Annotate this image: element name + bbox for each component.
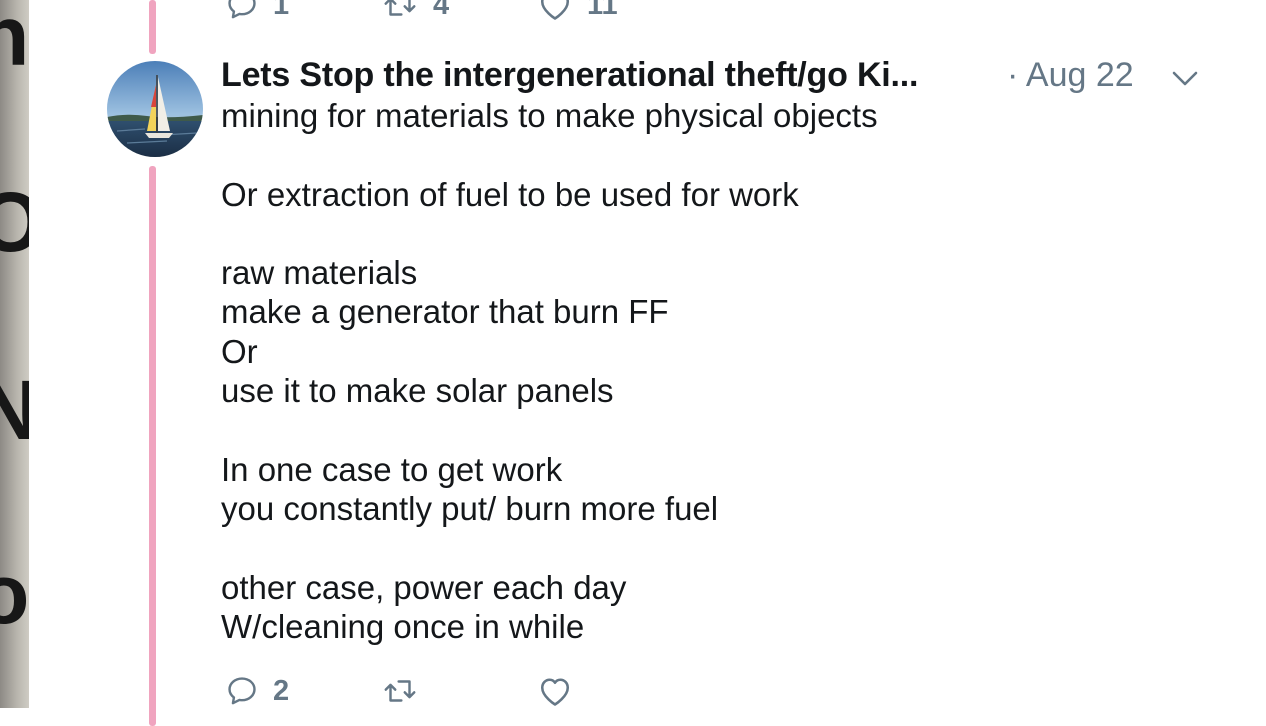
edge-glyph: N — [0, 368, 29, 452]
tweet-text-line: use it to make solar panels — [221, 372, 614, 410]
sailboat-photo-icon — [107, 61, 203, 157]
tweet-text: mining for materials to make physical ob… — [221, 96, 878, 646]
retweet-button[interactable] — [381, 674, 537, 708]
avatar[interactable] — [107, 61, 203, 157]
tweet-text-line: In one case to get work — [221, 450, 563, 488]
reply-icon — [225, 674, 259, 708]
retweet-icon — [381, 674, 419, 708]
like-button[interactable] — [537, 674, 693, 708]
tweet-text-line: raw materials — [221, 254, 418, 292]
tweet-text-line: you constantly put/ burn more fuel — [221, 489, 719, 527]
chevron-down-icon[interactable] — [1171, 70, 1199, 93]
edge-glyph: O — [0, 180, 29, 264]
heart-icon — [537, 674, 573, 708]
retweet-icon — [381, 0, 419, 22]
tweet-text-line — [221, 410, 878, 449]
tweet-text-line — [221, 135, 878, 174]
like-count: 11 — [587, 0, 618, 21]
reply-count: 1 — [273, 0, 290, 21]
reply-button[interactable]: 2 — [225, 674, 381, 708]
tweet-text-line: Or extraction of fuel to be used for wor… — [221, 175, 799, 213]
tweet-text-line: other case, power each day — [221, 568, 627, 606]
display-name[interactable]: Lets Stop the intergenerational theft/go… — [221, 56, 919, 94]
tweet-text-line: make a generator that burn FF — [221, 293, 669, 331]
retweet-button[interactable]: 4 — [381, 0, 537, 22]
tweet-text-line — [221, 214, 878, 253]
adjacent-window-edge: h O N o — [0, 0, 29, 708]
like-button[interactable]: 11 — [537, 0, 693, 22]
thread-line-top — [149, 0, 156, 54]
edge-glyph: o — [0, 547, 29, 641]
previous-tweet-actions: 1 4 11 — [225, 0, 693, 22]
reply-count: 2 — [273, 674, 290, 707]
edge-glyph: h — [0, 0, 29, 83]
reply-button[interactable]: 1 — [225, 0, 381, 22]
heart-icon — [537, 0, 573, 22]
reply-icon — [225, 0, 259, 22]
tweet-text-line — [221, 528, 878, 567]
tweet-text-line: mining for materials to make physical ob… — [221, 97, 878, 134]
thread-line-bottom — [149, 166, 156, 726]
tweet-text-line: W/cleaning once in while — [221, 607, 585, 645]
tweet-header: Lets Stop the intergenerational theft/go… — [221, 56, 1221, 98]
retweet-count: 4 — [433, 0, 450, 21]
tweet-timestamp[interactable]: · Aug 22 — [1007, 56, 1134, 94]
tweet-thread: 1 4 11 — [29, 0, 1266, 726]
tweet-actions: 2 — [225, 670, 693, 712]
tweet-text-line: Or — [221, 332, 258, 370]
